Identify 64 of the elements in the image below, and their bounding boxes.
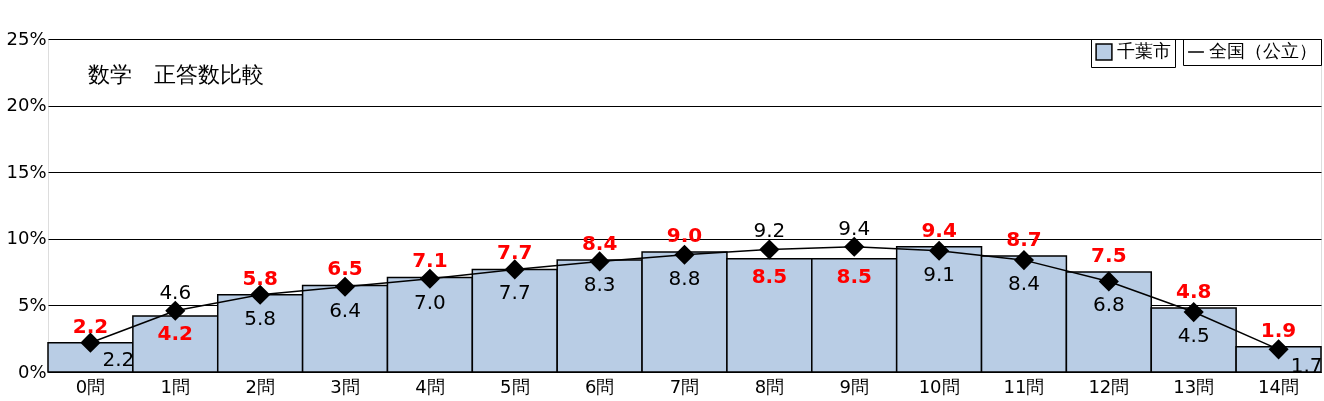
data-label: 5.8 [244,305,277,330]
y-tick-label: 0% [17,360,47,382]
data-label: 4.6 [159,279,192,304]
data-label: 9.2 [753,218,786,243]
x-tick-label: 12問 [1088,375,1130,397]
x-tick-label: 10問 [918,375,960,397]
x-tick-label: 3問 [330,375,360,397]
data-label: 9.4 [921,217,957,242]
x-tick-label: 1問 [160,375,191,397]
point [1014,250,1034,270]
point [929,241,949,261]
data-label: 6.4 [329,297,361,322]
point [420,269,440,289]
data-label: 8.5 [751,263,788,288]
y-tick-label: 10% [6,227,47,249]
data-label: 7.1 [412,248,448,273]
point [335,277,355,297]
y-tick-label: 5% [17,293,47,315]
point [505,259,525,280]
data-label: 7.0 [413,289,446,314]
data-label: 7.7 [498,280,531,305]
data-label: 4.8 [1175,279,1212,304]
data-label: 7.7 [497,240,533,265]
data-label: 2.2 [72,313,109,338]
data-label: 8.5 [836,263,872,288]
x-tick-label: 14問 [1258,375,1300,397]
point [1184,302,1204,322]
point [165,301,185,321]
data-label: 8.8 [668,265,701,290]
x-tick-label: 2問 [245,375,275,397]
legend-label: 千葉市 [1117,40,1171,61]
data-label: 6.5 [327,256,363,281]
y-tick-label: 25% [6,27,47,49]
data-label: 5.8 [242,265,278,290]
data-label: 8.4 [1008,271,1040,296]
data-label: 6.8 [1092,292,1125,317]
data-label: 1.9 [1260,317,1297,342]
point [589,251,610,272]
y-tick-label: 20% [6,94,47,116]
point [1268,339,1289,360]
y-tick-label: 15% [6,160,47,182]
x-tick-label: 8問 [754,375,785,397]
x-tick-label: 13問 [1173,375,1215,397]
point [1099,271,1119,292]
legend-label: 全国（公立） [1209,40,1317,61]
point [674,245,695,265]
text: 数学 正答数比較 [88,62,264,87]
data-label: 9.4 [838,215,871,240]
point [250,285,270,305]
data-label: 8.3 [583,272,616,297]
x-tick-label: 4問 [415,375,445,397]
x-tick-label: 0問 [75,375,106,397]
x-tick-label: 7問 [669,375,700,397]
data-label: 7.5 [1091,243,1127,268]
point [844,237,864,257]
x-tick-label: 9問 [839,375,869,397]
data-label: 9.1 [923,261,956,286]
x-tick-label: 11問 [1003,375,1045,397]
x-tick-label: 5問 [500,375,530,397]
data-label: 4.5 [1177,323,1210,348]
data-label: 4.2 [157,321,194,346]
point [759,239,780,260]
point [80,333,101,353]
x-tick-label: 6問 [584,375,615,397]
